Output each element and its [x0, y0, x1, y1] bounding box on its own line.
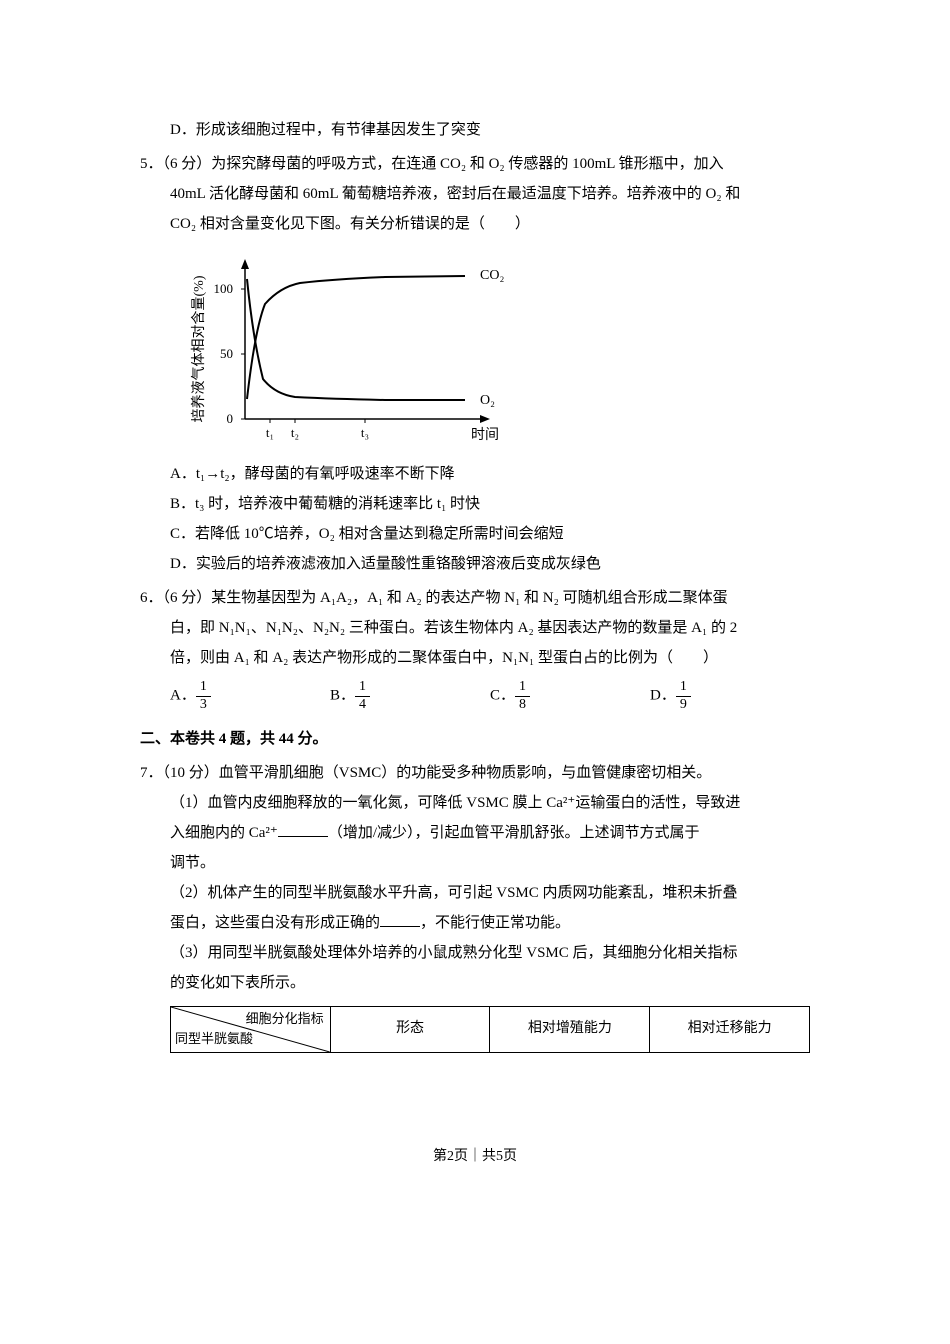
table-col-2: 相对增殖能力	[490, 1006, 650, 1052]
x-axis-label: 时间	[471, 427, 499, 443]
table-diag-header: 细胞分化指标 同型半胱氨酸	[171, 1006, 331, 1052]
q5-option-b: B．t₃ 时，培养液中葡萄糖的消耗速率比 t₁ 时快	[140, 489, 810, 519]
co2-label: CO₂	[480, 268, 504, 283]
table-col-3: 相对迁移能力	[650, 1006, 810, 1052]
q5-option-d: D．实验后的培养液滤液加入适量酸性重铬酸钾溶液后变成灰绿色	[140, 549, 810, 579]
q7-p3b: 的变化如下表所示。	[140, 968, 810, 998]
q7-p1a: （1）血管内皮细胞释放的一氧化氮，可降低 VSMC 膜上 Ca²⁺运输蛋白的活性…	[140, 788, 810, 818]
section-2-title: 二、本卷共 4 题，共 44 分。	[140, 724, 810, 754]
svg-text:100: 100	[214, 281, 234, 296]
q7-p2a: （2）机体产生的同型半胱氨酸水平升高，可引起 VSMC 内质网功能紊乱，堆积未折…	[140, 878, 810, 908]
question-5-stem-3: CO₂ 相对含量变化见下图。有关分析错误的是（ ）	[140, 209, 810, 239]
chart-q5: 培养液气体相对含量(%) 0 50 100 t₁ t₂ t₃ 时间 CO₂ O₂	[185, 249, 810, 449]
q6-option-c: C．18	[490, 679, 650, 714]
q7-p3a: （3）用同型半胱氨酸处理体外培养的小鼠成熟分化型 VSMC 后，其细胞分化相关指…	[140, 938, 810, 968]
q7-p1c: 调节。	[140, 848, 810, 878]
question-5-stem-2: 40mL 活化酵母菌和 60mL 葡萄糖培养液，密封后在最适温度下培养。培养液中…	[140, 179, 810, 209]
q6-option-d: D．19	[650, 679, 810, 714]
question-7-stem: 7．（10 分）血管平滑肌细胞（VSMC）的功能受多种物质影响，与血管健康密切相…	[140, 758, 810, 788]
question-5-stem-1: 5．（6 分）为探究酵母菌的呼吸方式，在连通 CO₂ 和 O₂ 传感器的 100…	[140, 149, 810, 179]
question-6-stem-3: 倍，则由 A₁ 和 A₂ 表达产物形成的二聚体蛋白中，N₁N₁ 型蛋白占的比例为…	[140, 643, 810, 673]
q6-option-a: A．13	[170, 679, 330, 714]
svg-text:50: 50	[220, 346, 233, 361]
question-6-stem-1: 6．（6 分）某生物基因型为 A₁A₂，A₁ 和 A₂ 的表达产物 N₁ 和 N…	[140, 583, 810, 613]
option-d-q4: D．形成该细胞过程中，有节律基因发生了突变	[140, 115, 810, 145]
q6-option-b: B．14	[330, 679, 490, 714]
svg-text:t₁: t₁	[266, 425, 274, 440]
blank-1[interactable]	[278, 819, 328, 837]
svg-text:0: 0	[227, 411, 234, 426]
svg-text:t₃: t₃	[361, 425, 369, 440]
o2-label: O₂	[480, 393, 495, 408]
q7-p2b: 蛋白，这些蛋白没有形成正确的，不能行使正常功能。	[140, 908, 810, 938]
q5-option-a: A．t₁→t₂，酵母菌的有氧呼吸速率不断下降	[140, 459, 810, 489]
q7-p1b: 入细胞内的 Ca²⁺（增加/减少），引起血管平滑肌舒张。上述调节方式属于	[140, 818, 810, 848]
q5-option-c: C．若降低 10℃培养，O₂ 相对含量达到稳定所需时间会缩短	[140, 519, 810, 549]
y-axis-label: 培养液气体相对含量(%)	[191, 275, 207, 422]
q7-table: 细胞分化指标 同型半胱氨酸 形态 相对增殖能力 相对迁移能力	[170, 1006, 810, 1053]
table-col-1: 形态	[330, 1006, 490, 1052]
question-6-stem-2: 白，即 N₁N₁、N₁N₂、N₂N₂ 三种蛋白。若该生物体内 A₂ 基因表达产物…	[140, 613, 810, 643]
q6-options: A．13 B．14 C．18 D．19	[140, 679, 810, 714]
blank-2[interactable]	[380, 909, 420, 927]
page-footer: 第2页｜共5页	[140, 1143, 810, 1171]
svg-text:t₂: t₂	[291, 425, 299, 440]
